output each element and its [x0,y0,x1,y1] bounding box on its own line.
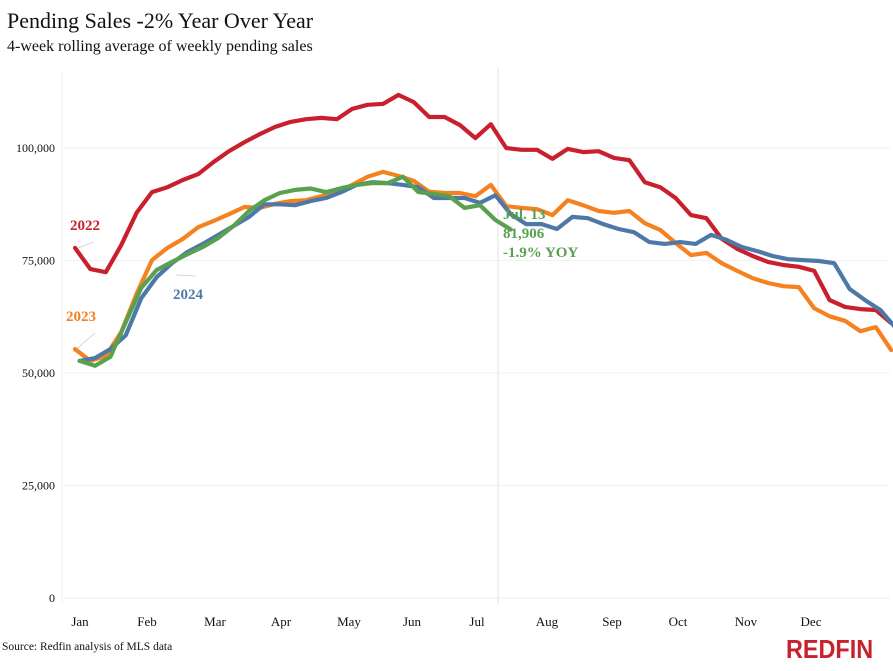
leader-2024 [175,274,197,277]
y-tick-label: 75,000 [22,254,55,268]
x-tick-label: Sep [602,614,622,629]
x-tick-label: Apr [271,614,292,629]
series-line-2024-green [77,174,513,368]
y-axis: 0 25,000 50,000 75,000 100,000 [16,141,55,605]
redfin-logo: REDFIN [786,634,874,664]
x-tick-label: Aug [536,614,559,629]
chart-title: Pending Sales -2% Year Over Year [7,8,314,33]
x-tick-label: Jul [469,614,485,629]
y-tick-label: 50,000 [22,366,55,380]
x-axis: Jan Feb Mar Apr May Jun Jul Aug Sep Oct Nov Dec [71,614,821,629]
y-tick-label: 100,000 [16,141,55,155]
series-group [72,92,893,368]
source-note: Source: Redfin analysis of MLS data [2,641,173,653]
chart-subtitle: 4-week rolling average of weekly pending… [7,38,313,55]
annotations: 2022 2023 2024 Jul. 13 81,906 -1.9% YOY [66,207,578,325]
x-tick-label: Feb [137,614,157,629]
series-line-2022 [72,92,893,326]
y-tick-label: 25,000 [22,479,55,493]
leader-2022 [74,241,95,250]
grid-lines [61,70,890,604]
x-tick-label: May [337,614,361,629]
label-latest-yoy: -1.9% YOY [503,245,578,261]
x-tick-label: Oct [669,614,688,629]
label-2024: 2024 [173,287,204,303]
label-2022: 2022 [70,218,100,234]
series-line-2023 [72,169,893,363]
label-latest-date: Jul. 13 [503,207,546,223]
x-tick-label: Mar [204,614,226,629]
series-line-2024 [77,180,893,363]
y-tick-label: 0 [49,591,55,605]
x-tick-label: Jun [403,614,422,629]
x-tick-label: Jan [71,614,89,629]
label-2023: 2023 [66,309,96,325]
x-tick-label: Nov [735,614,758,629]
label-latest-value: 81,906 [503,226,545,242]
x-tick-label: Dec [801,614,822,629]
